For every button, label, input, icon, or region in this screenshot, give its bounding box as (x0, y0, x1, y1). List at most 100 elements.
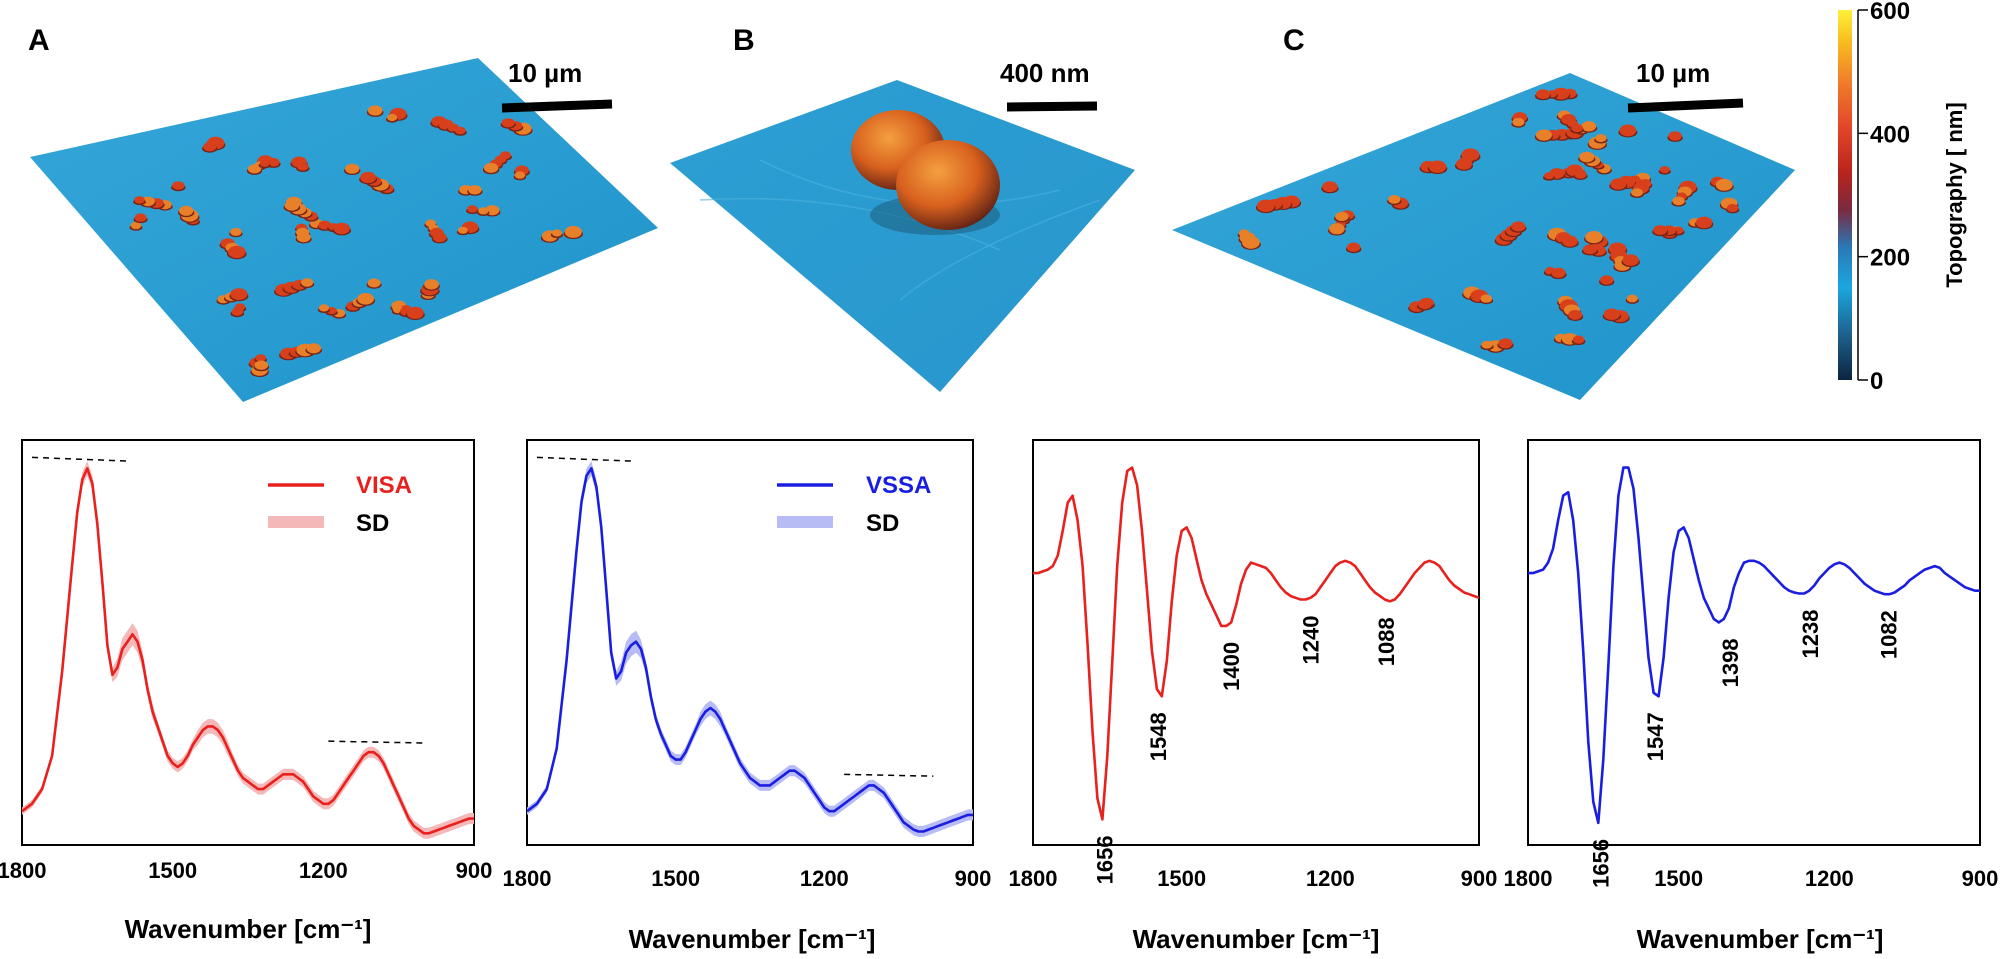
particle (454, 126, 466, 135)
panel-a: A 10 µm (28, 24, 658, 402)
series-line (1033, 466, 1480, 821)
particle (1726, 204, 1739, 212)
x-tick-label: 1800 (1009, 866, 1058, 891)
panel-a-scale-label: 10 µm (508, 58, 582, 88)
particle (551, 229, 563, 237)
particle (1581, 121, 1597, 132)
colorbar-label: Topography [ nm] (1942, 102, 1967, 287)
chart-d-xlabel: Wavenumber [cm⁻¹] (125, 914, 372, 944)
particle (228, 245, 246, 259)
panel-b-scale-label: 400 nm (1000, 58, 1090, 88)
panel-a-letter: A (28, 24, 50, 57)
x-tick-label: 1200 (299, 858, 348, 883)
panel-c-letter: C (1283, 24, 1305, 57)
particle (1480, 294, 1493, 303)
chart-e-legend-sd-swatch (777, 516, 833, 528)
particle (478, 207, 489, 215)
particle (1568, 309, 1583, 320)
particle (357, 293, 374, 305)
peak-label: 1548 (1146, 712, 1171, 761)
chart-g-xlabel: Wavenumber [cm⁻¹] (1637, 924, 1884, 954)
dashed-guide (32, 456, 128, 462)
panel-a-scalebar (501, 99, 613, 113)
x-tick-label: 1200 (800, 866, 849, 891)
panel-c-particles (1237, 87, 1740, 353)
particle (130, 221, 142, 230)
chart-f-frame (1032, 439, 1480, 846)
particle (1551, 267, 1566, 278)
particle (1322, 181, 1338, 193)
particle (1579, 151, 1595, 163)
particle (1388, 195, 1401, 204)
x-tick-label: 1800 (1504, 866, 1553, 891)
particle (255, 354, 266, 362)
particle (1603, 308, 1621, 320)
x-tick-label: 900 (1962, 866, 1999, 891)
particle (230, 288, 248, 300)
particle (1562, 235, 1578, 247)
peak-label: 1082 (1877, 610, 1902, 659)
particle (468, 185, 482, 195)
particle (1668, 131, 1682, 141)
panel-c-surface (1172, 73, 1795, 400)
particle (367, 278, 381, 288)
particle (1610, 178, 1627, 190)
panel-b-scalebar (1006, 101, 1098, 112)
particle (1512, 117, 1525, 127)
peak-label: 1656 (1588, 839, 1613, 888)
particle (230, 227, 242, 236)
peak-label: 1656 (1092, 835, 1117, 884)
particle (179, 205, 194, 216)
particle (501, 118, 515, 128)
particle (1572, 335, 1585, 344)
particle (301, 278, 314, 287)
panel-b: B 400 nm (670, 24, 1135, 392)
colorbar-tick-label: 200 (1870, 245, 1910, 272)
particle (1335, 211, 1349, 222)
colorbar-gradient (1838, 10, 1852, 380)
particle (1653, 225, 1668, 235)
peak-label: 1398 (1718, 638, 1743, 687)
dashed-guide (844, 773, 934, 777)
particle (1672, 196, 1685, 206)
series-line (1528, 466, 1980, 825)
particle (333, 222, 350, 235)
panel-b-surface (670, 80, 1135, 392)
chart-g-frame (1527, 439, 1981, 846)
particle (1619, 124, 1637, 137)
particle (1418, 299, 1432, 310)
particle (1536, 89, 1550, 99)
particle (1347, 242, 1361, 252)
particle (296, 232, 311, 243)
particle (172, 181, 185, 190)
chart-e-frame (526, 439, 974, 846)
panel-c-scale-label: 10 µm (1636, 58, 1710, 88)
particle (345, 163, 360, 174)
peak-label: 1400 (1219, 642, 1244, 691)
particle (1659, 166, 1670, 174)
panel-c: C 10 µm (1172, 24, 1795, 400)
particle (406, 306, 424, 319)
dashed-guide (536, 456, 632, 462)
particle (203, 142, 217, 152)
peak-label: 1547 (1643, 712, 1668, 761)
particle (514, 171, 526, 179)
particle (247, 164, 262, 174)
particle (231, 307, 244, 316)
particle (1574, 170, 1587, 179)
particle (1481, 340, 1493, 349)
particle (1535, 129, 1552, 141)
particle (1544, 172, 1554, 180)
x-tick-label: 1200 (1805, 866, 1854, 891)
particle (1695, 216, 1713, 229)
panel-c-scalebar (1627, 98, 1744, 113)
panel-a-particles (129, 105, 583, 377)
particle (254, 360, 269, 370)
x-tick-label: 1500 (1654, 866, 1703, 891)
particle (134, 213, 147, 222)
particle (306, 343, 322, 354)
colorbar-tick-label: 400 (1870, 121, 1910, 148)
peak-label: 1088 (1374, 617, 1399, 666)
